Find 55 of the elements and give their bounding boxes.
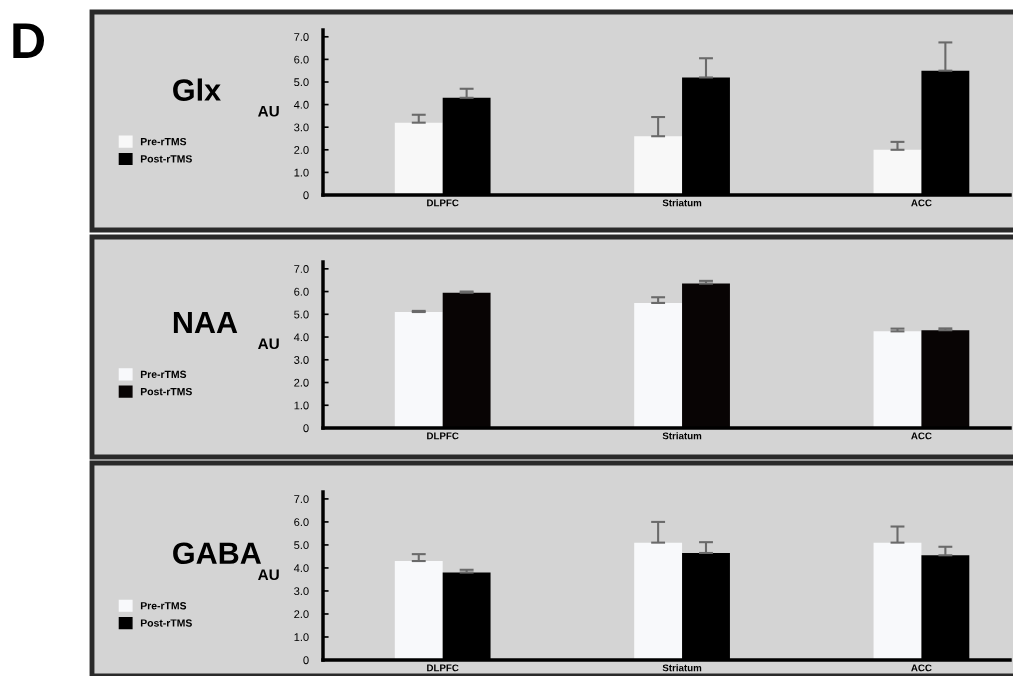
text: Glx [173,78,221,101]
y-tick-label: 7.0 [294,33,309,41]
x-tick-label: ACC [911,664,932,672]
y-tick-label: 0 [303,191,309,200]
x-tick-label: DLPFC [427,199,459,207]
legend-label: Pre-rTMS [140,602,187,610]
text: D [13,23,45,58]
y-tick-label: 4.0 [293,100,309,109]
text: GABA [173,542,262,565]
bar [634,302,683,428]
y-axis-title: AU [258,105,279,117]
y-tick-label: 7.0 [294,495,309,504]
y-tick-label: 0 [303,424,309,433]
y-tick-label: 6.0 [294,55,309,64]
x-tick-label: Striatum [662,199,702,207]
y-tick-label: 7.0 [294,265,309,273]
y-tick-label: 6.0 [294,287,309,296]
legend-label: Post-rTMS [140,155,192,163]
y-tick-label: 4.0 [293,564,309,573]
bar [394,312,443,428]
x-tick-label: Striatum [662,664,702,672]
bar [873,149,922,195]
y-tick-label: 2.0 [294,146,309,154]
y-tick-label: 1.0 [294,401,309,410]
x-tick-label: DLPFC [427,664,459,672]
y-tick-label: 2.0 [294,378,309,387]
y-tick-label: 4.0 [293,333,309,342]
y-tick-label: 2.0 [294,610,309,619]
legend-label: Pre-rTMS [140,137,187,146]
y-tick-label: 0 [303,656,309,665]
y-tick-label: 3.0 [294,587,309,596]
y-tick-label: 1.0 [294,168,309,177]
x-tick-label: ACC [911,432,932,440]
y-axis-title: AU [258,338,279,350]
y-tick-label: 6.0 [294,518,309,527]
legend-label: Pre-rTMS [140,370,187,378]
y-tick-label: 5.0 [294,78,309,87]
bar [394,122,443,195]
y-tick-label: 3.0 [294,356,309,364]
x-tick-label: Striatum [662,432,702,440]
bar [394,561,443,660]
y-tick-label: 5.0 [294,541,309,550]
x-tick-label: ACC [911,199,932,207]
x-tick-label: DLPFC [427,432,459,440]
bar [873,542,922,660]
text: NAA [173,311,238,333]
bar [634,136,683,195]
y-axis-title: AU [258,569,279,581]
legend-label: Post-rTMS [140,619,192,627]
y-tick-label: 5.0 [294,310,309,319]
bar [873,331,922,428]
legend-label: Post-rTMS [140,387,192,396]
y-tick-label: 1.0 [294,633,309,642]
y-tick-label: 3.0 [294,123,309,132]
bar [634,542,683,660]
